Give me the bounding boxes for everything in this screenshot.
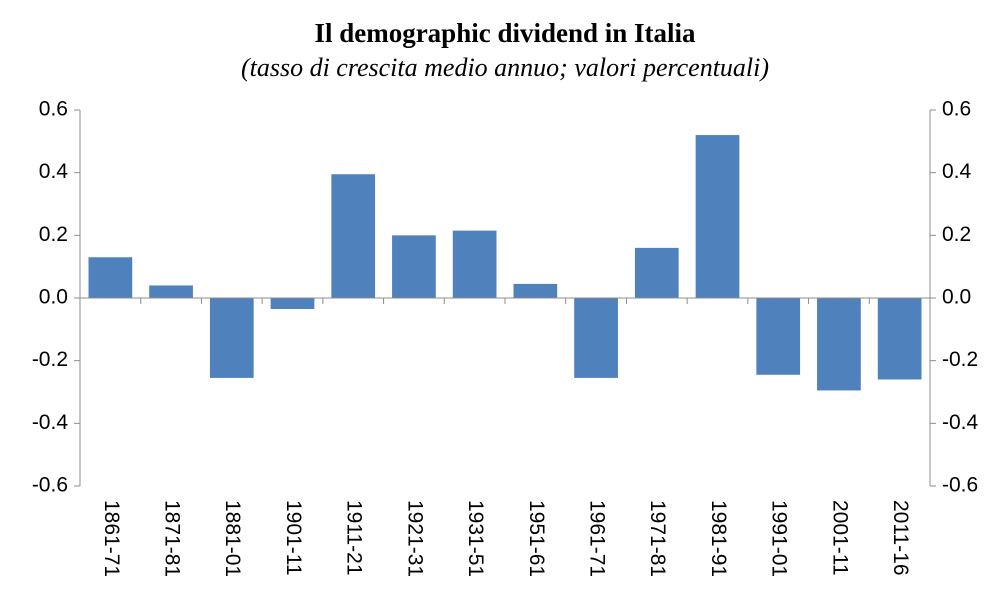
y2-tick-label: 0.4 <box>942 160 972 183</box>
bar <box>756 298 801 375</box>
x-tick-label: 1971-81 <box>646 500 669 577</box>
y-tick-label: 0.4 <box>39 160 69 183</box>
bar <box>149 285 193 298</box>
y2-tick-label: 0.2 <box>942 223 971 246</box>
bar <box>634 247 679 298</box>
x-tick-label: 1951-61 <box>525 500 548 577</box>
bar <box>209 298 254 378</box>
bar <box>817 298 861 391</box>
bar <box>270 298 315 309</box>
y-tick-label: 0.0 <box>39 286 68 309</box>
bar <box>331 174 376 298</box>
x-tick-label: 2011-16 <box>889 500 912 576</box>
y2-tick-label: -0.4 <box>942 411 979 434</box>
y2-tick-label: 0.0 <box>942 286 971 309</box>
x-tick-label: 1991-01 <box>768 500 791 577</box>
bar <box>452 230 497 298</box>
y-tick-label: 0.2 <box>39 223 68 246</box>
x-tick-label: 1911-21 <box>343 500 366 576</box>
x-tick-label: 1931-51 <box>464 500 487 577</box>
x-tick-label: 1901-11 <box>282 500 305 576</box>
x-tick-label: 1981-91 <box>707 500 730 577</box>
x-tick-label: 1921-31 <box>403 500 426 577</box>
x-tick-label: 2001-11 <box>828 500 851 576</box>
y2-tick-label: -0.2 <box>942 348 978 371</box>
chart-subtitle: (tasso di crescita medio annuo; valori p… <box>241 53 769 82</box>
y-tick-label: -0.6 <box>32 474 68 497</box>
x-tick-label: 1861-71 <box>100 500 123 577</box>
x-tick-label: 1961-71 <box>586 500 609 577</box>
bar <box>695 135 740 298</box>
bar <box>88 257 133 298</box>
y-tick-label: -0.2 <box>32 348 68 371</box>
chart-title: Il demographic dividend in Italia <box>314 18 696 48</box>
y2-tick-label: -0.6 <box>942 474 978 497</box>
bar <box>574 298 618 378</box>
bar <box>392 235 436 298</box>
bar <box>513 283 558 298</box>
x-tick-label: 1881-01 <box>221 500 244 577</box>
y-tick-label: 0.6 <box>39 98 68 121</box>
bar <box>877 298 922 380</box>
y2-tick-label: 0.6 <box>942 98 971 121</box>
x-tick-label: 1871-81 <box>161 500 184 577</box>
y-tick-label: -0.4 <box>32 411 69 434</box>
